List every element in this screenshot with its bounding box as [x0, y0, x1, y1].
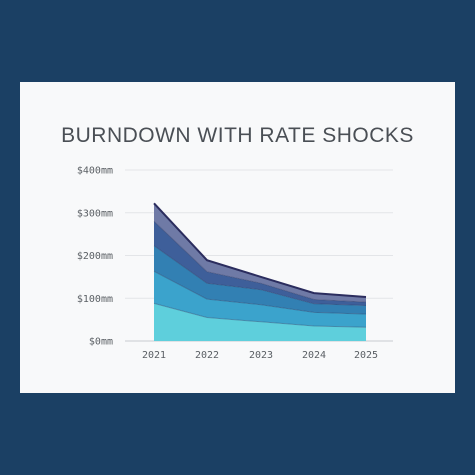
band-boundary-line [153, 220, 367, 303]
total-line [153, 202, 367, 298]
area-series-3 [154, 245, 366, 315]
band-boundary-line [153, 302, 367, 328]
y-tick-label: $200mm [77, 251, 113, 262]
area-series-4 [154, 221, 366, 306]
x-tick-label: 2025 [354, 350, 378, 361]
chart-title: BURNDOWN WITH RATE SHOCKS [61, 124, 414, 147]
area-series-1 [154, 303, 366, 341]
band-boundary-line [153, 245, 367, 306]
y-tick-label: $100mm [77, 294, 113, 305]
x-tick-label: 2022 [195, 350, 219, 361]
band-boundary-line [153, 270, 367, 315]
area-series-5 [154, 203, 366, 303]
y-tick-label: $0mm [89, 337, 113, 348]
x-tick-label: 2024 [302, 350, 326, 361]
x-tick-label: 2021 [142, 350, 166, 361]
area-series-2 [154, 271, 366, 328]
x-tick-label: 2023 [249, 350, 273, 361]
y-tick-label: $400mm [77, 166, 113, 177]
y-tick-label: $300mm [77, 208, 113, 219]
